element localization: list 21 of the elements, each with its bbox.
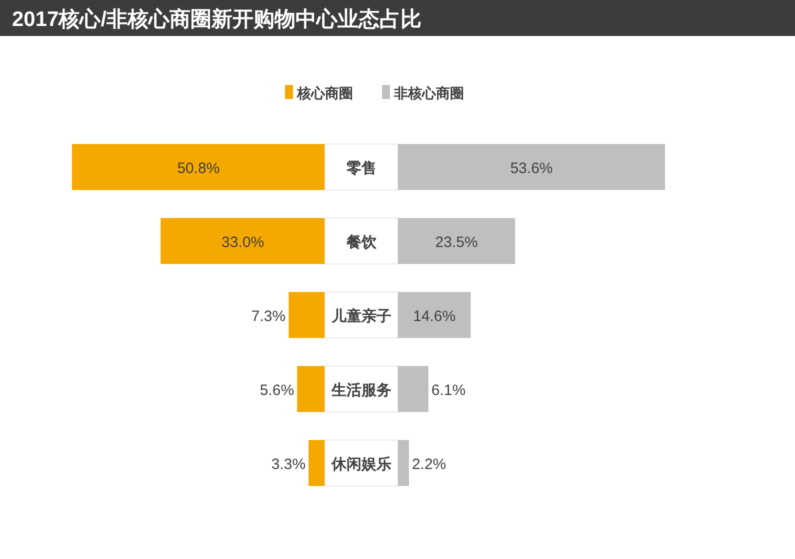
data-label: 6.1% (431, 382, 466, 399)
bar (398, 440, 409, 486)
legend: 核心商圈 (285, 85, 353, 101)
y-tick-label: 儿童亲子 (330, 307, 392, 325)
data-label: 23.5% (435, 234, 478, 251)
data-label: 3.3% (271, 456, 306, 473)
y-tick-label: 餐饮 (346, 234, 378, 251)
data-label: 5.6% (260, 382, 294, 399)
bar (308, 440, 325, 486)
y-tick-label: 零售 (346, 160, 376, 177)
y-tick-label: 生活服务 (330, 382, 392, 399)
data-label: 50.8% (177, 160, 220, 177)
chart-title: 2017核心/非核心商圈新开购物中心业态占比 (12, 7, 422, 31)
data-label: 2.2% (412, 456, 446, 473)
data-label: 53.6% (510, 160, 553, 177)
legend: 非核心商圈 (382, 85, 464, 101)
data-label: 14.6% (413, 308, 456, 325)
data-label: 33.0% (222, 234, 264, 251)
legend-label: 核心商圈 (296, 85, 353, 101)
data-label: 7.3% (251, 308, 286, 325)
y-tick-label: 休闲娱乐 (330, 456, 392, 473)
